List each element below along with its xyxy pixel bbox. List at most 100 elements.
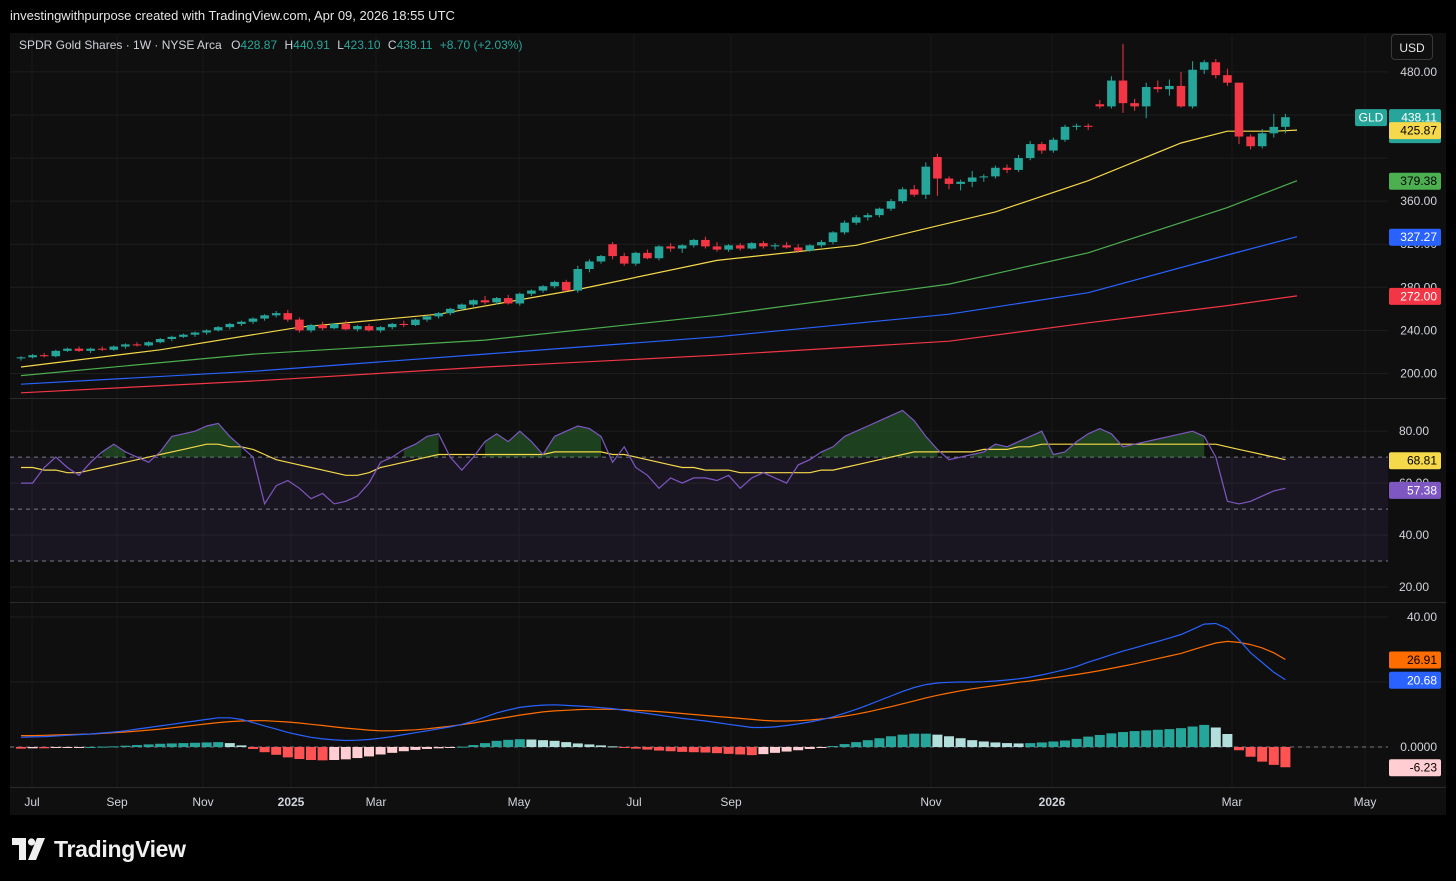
tradingview-logo[interactable]: TradingView <box>12 834 186 864</box>
candle-up <box>898 187 907 204</box>
histogram-bar <box>874 738 885 747</box>
symbol-legend: SPDR Gold Shares · 1W · NYSE Arca O428.8… <box>19 38 522 52</box>
candle-up <box>411 318 420 327</box>
histogram-bar <box>862 740 873 747</box>
candle-body <box>86 348 95 351</box>
time-axis-tick: Mar <box>366 795 387 809</box>
chart-area[interactable] <box>10 33 1446 815</box>
candle-body <box>318 325 327 329</box>
candle-up <box>306 323 316 333</box>
rsi-line <box>21 409 1286 506</box>
candle-up <box>1281 113 1290 134</box>
rsi-overbought-fill <box>102 444 126 458</box>
histogram-bar <box>1106 733 1117 747</box>
candle-up <box>979 174 989 182</box>
candle-up <box>1107 76 1116 109</box>
histogram-bar <box>1060 740 1070 747</box>
macd-histogram-badge-text: -6.23 <box>1410 761 1438 775</box>
candle-up <box>817 239 826 248</box>
price-axis-tick: 480.00 <box>1400 65 1437 79</box>
histogram-bar <box>1210 727 1221 747</box>
candle-body <box>1223 75 1232 83</box>
candle-body <box>144 342 153 346</box>
candle-down <box>1130 98 1139 111</box>
change-value: +8.70 (+2.03%) <box>439 38 523 52</box>
histogram-bar <box>317 747 328 761</box>
time-axis-tick: Sep <box>720 795 742 809</box>
candle-body <box>1025 144 1035 159</box>
histogram-bar <box>155 743 166 747</box>
macd-axis-tick: 0.0000 <box>1400 740 1437 754</box>
candle-body <box>1269 126 1279 134</box>
histogram-bar <box>828 746 838 748</box>
candle-body <box>179 334 188 337</box>
histogram-bar <box>839 744 850 747</box>
candle-body <box>956 181 965 184</box>
candle-up <box>144 341 153 347</box>
histogram-bar <box>97 746 108 748</box>
histogram-bar <box>944 736 954 747</box>
histogram-bar <box>758 747 769 755</box>
candle-down <box>561 279 571 292</box>
candle-body <box>828 232 838 243</box>
time-axis-tick: May <box>1354 795 1377 809</box>
rsi-ma-badge: 68.81 <box>1389 452 1441 470</box>
candle-body <box>202 330 211 333</box>
macd-badge-box <box>1389 671 1441 689</box>
histogram-bar <box>50 747 61 748</box>
rsi-badge: 57.38 <box>1389 481 1441 499</box>
macd-histogram-badge-box <box>1389 759 1441 777</box>
histogram-bar <box>340 747 351 760</box>
candle-up <box>875 207 884 218</box>
candle-body <box>63 348 72 351</box>
candle-body <box>155 339 165 343</box>
candle-body <box>132 344 142 346</box>
candle-body <box>689 239 699 246</box>
histogram-bar <box>445 747 456 748</box>
histogram-bar <box>561 742 572 747</box>
candle-up <box>63 347 72 352</box>
candle-body <box>1234 82 1244 137</box>
candle-body <box>643 252 652 259</box>
candle-up <box>770 243 780 250</box>
low-value: 423.10 <box>343 38 381 52</box>
last-price-value: 438.11 <box>1401 111 1437 125</box>
ma20-badge: 425.87 <box>1389 122 1441 140</box>
histogram-bar <box>248 747 258 749</box>
candle-up <box>1072 123 1081 131</box>
candle-up <box>515 292 525 306</box>
candle-up <box>248 317 258 324</box>
candle-up <box>631 251 641 266</box>
candle-up <box>353 325 362 332</box>
candle-body <box>724 245 733 250</box>
macd-signal-line <box>21 640 1286 737</box>
candle-body <box>445 308 455 314</box>
histogram-bar <box>572 743 583 747</box>
candle-body <box>1199 62 1209 70</box>
candle-up <box>828 231 838 245</box>
candle-body <box>341 323 351 330</box>
macd-histogram-badge: -6.23 <box>1389 759 1441 777</box>
candle-body <box>39 355 49 357</box>
histogram-bar <box>804 747 815 749</box>
histogram-bar <box>387 747 398 753</box>
candle-body <box>851 217 861 223</box>
histogram-bar <box>1129 731 1140 747</box>
histogram-bar <box>1048 741 1059 747</box>
candle-body <box>329 323 339 329</box>
candle-down <box>666 243 675 252</box>
histogram-bar <box>1176 728 1186 747</box>
histogram-bar <box>514 739 525 747</box>
candle-body <box>51 350 61 357</box>
candle-up <box>179 333 188 338</box>
histogram-bar <box>398 747 409 752</box>
histogram-bar <box>1083 736 1094 747</box>
candle-body <box>1060 126 1070 140</box>
histogram-bar <box>677 747 688 752</box>
currency-button[interactable]: USD <box>1391 34 1433 60</box>
candle-down <box>782 242 791 249</box>
candle-body <box>237 321 246 324</box>
candle-body <box>735 245 745 249</box>
candle-body <box>295 319 304 331</box>
